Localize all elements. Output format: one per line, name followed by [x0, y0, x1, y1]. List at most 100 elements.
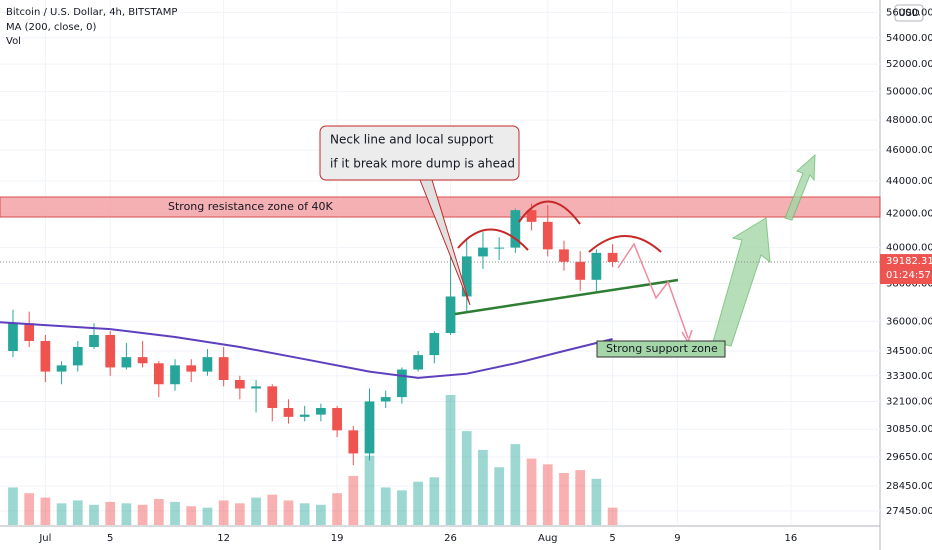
- volume-bar: [332, 493, 342, 525]
- y-tick-label: 44000.00: [886, 176, 932, 187]
- callout-box: [319, 125, 520, 181]
- y-tick-label: 50000.00: [886, 87, 932, 98]
- candle-body: [575, 261, 586, 280]
- candle-body: [170, 365, 180, 385]
- candle-body: [202, 357, 213, 372]
- candle-body: [40, 340, 51, 372]
- up-arrow: [784, 153, 816, 221]
- candle-body: [299, 414, 310, 417]
- head-arc: [518, 200, 581, 225]
- volume-bar: [348, 475, 359, 525]
- candle-body: [186, 365, 197, 372]
- candle-body: [542, 221, 553, 250]
- x-tick-label: Aug: [538, 533, 558, 544]
- volume-bar: [542, 464, 553, 525]
- candle-body: [364, 401, 375, 454]
- currency-label: USD: [898, 8, 920, 19]
- volume-bar: [218, 500, 229, 525]
- y-tick-label: 28450.00: [886, 481, 932, 492]
- x-tick-label: 9: [674, 533, 680, 544]
- projection-path: [617, 242, 689, 339]
- y-tick-label: 33300.00: [886, 371, 932, 382]
- volume-bar: [72, 500, 83, 525]
- candle-body: [526, 210, 537, 222]
- currency-badge[interactable]: [894, 4, 924, 22]
- candle-body: [56, 365, 67, 372]
- x-tick-label: 12: [217, 533, 230, 544]
- x-tick-label: 5: [609, 533, 615, 544]
- indicator-label: MA (200, close, 0): [6, 22, 96, 33]
- volume-bar: [478, 449, 488, 525]
- candle-body: [348, 430, 359, 454]
- y-tick-label: 30850.00: [886, 424, 932, 435]
- candle-body: [234, 379, 245, 389]
- resistance-label: Strong resistance zone of 40K: [168, 200, 333, 213]
- y-tick-label: 36000.00: [886, 316, 932, 327]
- countdown-label: 01:24:57: [886, 270, 931, 281]
- callout-text: if it break more dump is ahead: [330, 157, 515, 171]
- shoulder-arc: [457, 228, 529, 251]
- volume-bar: [413, 481, 423, 525]
- candle-body: [461, 256, 472, 297]
- volume-bar: [575, 470, 586, 525]
- callout-text: Neck line and local support: [330, 133, 494, 147]
- candle-body: [380, 397, 391, 402]
- volume-bar: [202, 507, 213, 525]
- y-tick-label: 29650.00: [886, 452, 932, 463]
- candle-body: [121, 357, 132, 368]
- y-tick-label: 54000.00: [886, 33, 932, 44]
- candle-body: [445, 296, 456, 334]
- volume-bar: [186, 506, 197, 525]
- volume-bar: [510, 444, 521, 525]
- candle-body: [478, 247, 488, 257]
- x-tick-label: Jul: [38, 533, 51, 544]
- volume-bar: [607, 507, 618, 525]
- volume-bar: [299, 503, 310, 525]
- support-label: Strong support zone: [606, 342, 718, 355]
- up-arrow: [712, 217, 771, 347]
- y-tick-label: 34500.00: [886, 346, 932, 357]
- volume-bar: [267, 494, 278, 525]
- y-tick-label: 56000.00: [886, 7, 932, 18]
- callout-pointer: [419, 179, 471, 306]
- y-tick-label: 48000.00: [886, 115, 932, 126]
- candle-body: [137, 357, 148, 364]
- volume-bar: [283, 500, 294, 525]
- volume-bar: [397, 490, 407, 525]
- volume-bar: [429, 477, 440, 525]
- volume-bar: [234, 503, 245, 525]
- candle-body: [24, 323, 35, 341]
- candle-body: [559, 249, 569, 262]
- candle-body: [105, 335, 116, 368]
- candle-body: [397, 369, 407, 398]
- price-tag-label: 39182.31: [886, 256, 932, 267]
- neck-line: [454, 278, 679, 316]
- ma-line: [0, 321, 613, 379]
- candle-body: [494, 247, 505, 249]
- volume-bar: [494, 467, 505, 525]
- candle-body: [267, 386, 278, 409]
- y-tick-label: 32100.00: [886, 396, 932, 407]
- x-tick-label: 19: [331, 533, 344, 544]
- indicator-label: Vol: [6, 36, 21, 47]
- volume-bar: [445, 395, 456, 525]
- volume-bar: [526, 458, 537, 525]
- candle-body: [283, 408, 294, 417]
- volume-bar: [137, 504, 148, 525]
- volume-bar: [56, 503, 67, 525]
- y-tick-label: 27450.00: [886, 506, 932, 517]
- candle-body: [153, 363, 164, 385]
- volume-bar: [461, 431, 472, 525]
- candle-body: [8, 323, 18, 352]
- chart-title: Bitcoin / U.S. Dollar, 4h, BITSTAMP: [6, 7, 177, 18]
- candle-body: [413, 355, 423, 370]
- candle-body: [218, 357, 229, 380]
- y-tick-label: 42000.00: [886, 209, 932, 220]
- x-tick-label: 5: [107, 533, 113, 544]
- candle-body: [607, 252, 618, 263]
- candle-body: [332, 408, 342, 431]
- volume-bar: [24, 493, 35, 525]
- y-tick-label: 52000.00: [886, 59, 932, 70]
- candle-body: [316, 408, 326, 415]
